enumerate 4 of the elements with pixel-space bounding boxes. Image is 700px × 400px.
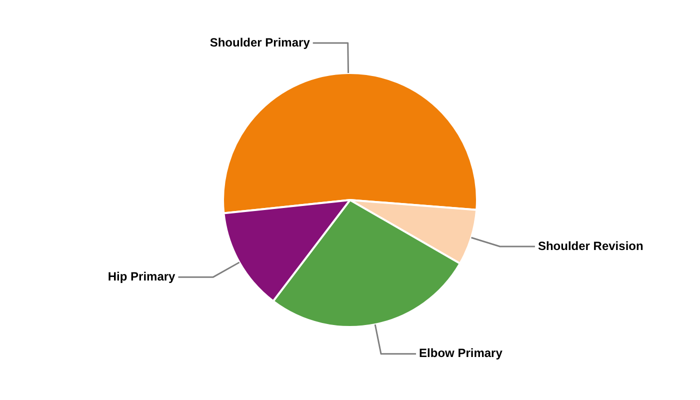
slice-label: Hip Primary xyxy=(108,269,176,284)
slice-label: Shoulder Revision xyxy=(538,238,644,253)
slice-label: Shoulder Primary xyxy=(210,35,310,50)
slice-label: Elbow Primary xyxy=(419,346,503,360)
